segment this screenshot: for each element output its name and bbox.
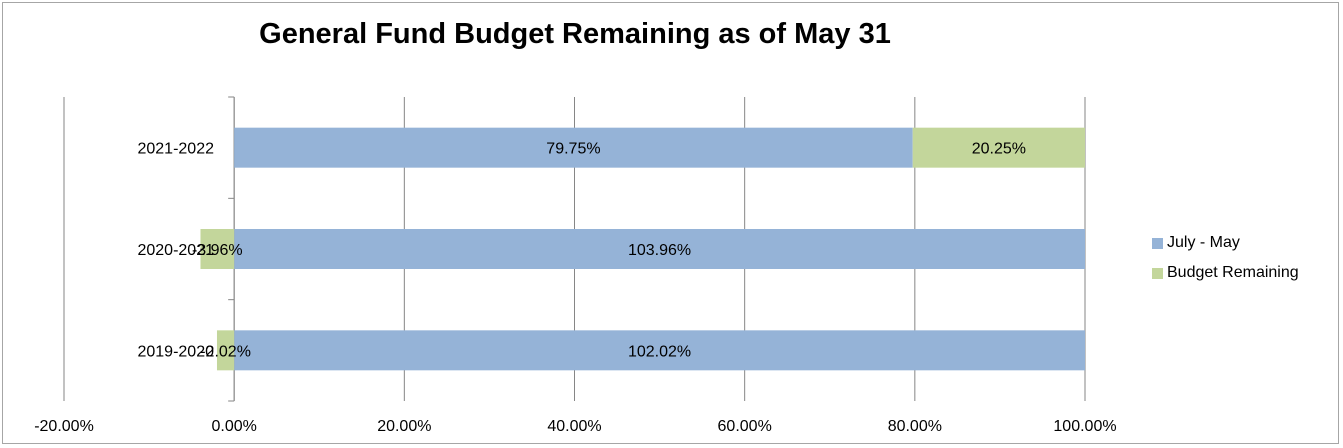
bar-july-may [234,127,913,168]
legend-swatch-july-may [1152,237,1163,249]
x-tick-label: -20.00% [34,418,94,435]
data-label: 20.25% [972,141,1026,158]
x-tick-label: 40.00% [547,418,601,435]
legend-swatch-budget-remaining [1152,267,1163,279]
data-label: 102.02% [628,343,691,360]
x-tick-label: 20.00% [377,418,431,435]
legend-label-budget-remaining: Budget Remaining [1167,264,1299,281]
legend-item-july-may: July - May [1152,232,1299,254]
category-label: 2019-2020 [137,343,214,360]
legend: July - May Budget Remaining [1152,232,1299,292]
x-tick-label: 60.00% [718,418,772,435]
legend-item-budget-remaining: Budget Remaining [1152,262,1299,284]
category-label: 2021-2022 [137,141,214,158]
bar-july-may [234,229,1085,269]
category-label: 2020-2021 [137,242,214,259]
legend-label-july-may: July - May [1167,234,1240,251]
x-tick-label: 100.00% [1053,418,1116,435]
data-label: 103.96% [628,242,691,259]
bar-budget-remaining [216,330,235,371]
bar-budget-remaining [912,127,1085,168]
data-label: -3.96% [192,242,243,259]
x-tick-label: 0.00% [211,418,256,435]
x-tick-label: 80.00% [888,418,942,435]
data-label: 79.75% [546,141,600,158]
bar-budget-remaining [200,229,235,269]
chart-title: General Fund Budget Remaining as of May … [259,18,891,50]
bar-july-may [234,330,1085,371]
data-label: -2.02% [200,343,251,360]
